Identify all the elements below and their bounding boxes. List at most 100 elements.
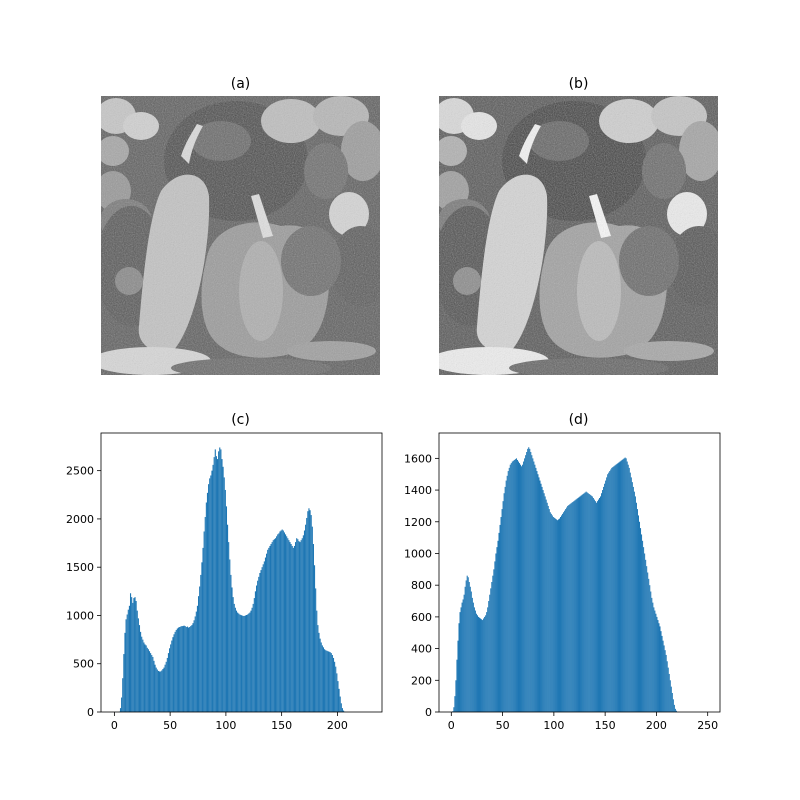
- histogram-bar: [292, 547, 294, 712]
- histogram-bar: [571, 502, 573, 712]
- histogram-bar: [485, 615, 487, 712]
- histogram-bar: [576, 498, 578, 712]
- histogram-bar: [126, 614, 128, 712]
- panel-a-image: [101, 96, 380, 375]
- histogram-bar: [664, 650, 666, 712]
- histogram-bar: [523, 461, 525, 712]
- histogram-bar: [341, 708, 343, 712]
- histogram-bar: [315, 588, 317, 712]
- y-tick-label: 0: [87, 706, 94, 719]
- histogram-bar: [615, 464, 617, 712]
- histogram-bar: [598, 497, 601, 712]
- histogram-bar: [500, 517, 502, 712]
- histogram-bar: [142, 639, 144, 712]
- histogram-bar: [227, 524, 229, 712]
- histogram-bar: [248, 613, 250, 712]
- histogram-bar: [293, 545, 296, 712]
- histogram-bar: [180, 626, 182, 712]
- histogram-bar: [493, 569, 495, 712]
- histogram-bar: [531, 455, 533, 712]
- y-tick-label: 1000: [404, 547, 432, 560]
- histogram-bar: [472, 602, 474, 712]
- histogram-bar: [509, 464, 511, 712]
- histogram-bar: [167, 653, 170, 712]
- histogram-bar: [172, 637, 174, 712]
- histogram-bar: [245, 614, 248, 712]
- histogram-bar: [193, 620, 195, 712]
- histogram-bar: [518, 463, 521, 712]
- histogram-bar: [144, 644, 146, 712]
- histogram-bar: [299, 542, 301, 712]
- histogram-bar: [213, 457, 215, 712]
- histogram-bar: [647, 572, 649, 712]
- histogram-bar: [556, 520, 558, 712]
- y-tick-label: 1400: [404, 484, 432, 497]
- histogram-bar: [475, 613, 477, 712]
- histogram-bar: [539, 480, 541, 712]
- histogram-bar: [505, 480, 507, 712]
- histogram-bar: [309, 510, 311, 712]
- histogram-bar: [646, 566, 648, 712]
- x-tick-label: 0: [448, 719, 455, 732]
- histogram-bar: [674, 708, 676, 712]
- x-tick-label: 100: [543, 719, 564, 732]
- histogram-bar: [155, 667, 157, 712]
- histogram-bar: [276, 536, 278, 712]
- histogram-bar: [224, 489, 226, 712]
- histogram-bar: [320, 642, 322, 712]
- histogram-bar: [335, 666, 337, 712]
- histogram-bar: [552, 517, 554, 712]
- histogram-bar: [628, 467, 630, 713]
- histogram-bar: [643, 547, 645, 712]
- histogram-bar: [270, 544, 272, 712]
- histogram-bar: [507, 471, 509, 712]
- histogram-bar: [298, 541, 300, 712]
- histogram-bar: [234, 607, 236, 712]
- histogram-bar: [533, 461, 535, 712]
- histogram-bar: [218, 451, 220, 712]
- histogram-bar: [302, 535, 304, 712]
- histogram-bar: [463, 594, 465, 712]
- histogram-bar: [536, 471, 538, 712]
- histogram-bar: [147, 649, 149, 712]
- x-tick-label: 150: [595, 719, 616, 732]
- histogram-bar: [524, 458, 526, 712]
- histogram-bar: [187, 627, 190, 712]
- histogram-bar: [567, 505, 569, 712]
- histogram-bar: [663, 645, 665, 712]
- histogram-bar: [152, 656, 154, 712]
- histogram-bar: [544, 496, 546, 712]
- histogram-bar: [199, 586, 201, 712]
- histogram-bar: [158, 671, 161, 712]
- histogram-bar: [266, 553, 268, 712]
- histogram-bar: [200, 574, 202, 712]
- histogram-bar: [182, 626, 184, 712]
- histogram-bar: [554, 518, 556, 712]
- histogram-d: (d) 0 50 100 150 200 250 0 200 400 600 800 1000 1200…: [404, 412, 721, 732]
- histogram-bar: [313, 565, 316, 712]
- histogram-bar: [476, 615, 478, 712]
- histogram-bar: [127, 609, 129, 712]
- histogram-bar: [573, 501, 575, 712]
- histogram-bar: [483, 618, 485, 712]
- histogram-bar: [506, 475, 508, 712]
- histogram-bar: [600, 496, 602, 712]
- histogram-bar: [616, 463, 618, 712]
- histogram-bar: [257, 580, 259, 712]
- histogram-bar: [163, 667, 165, 712]
- histogram-bar: [143, 642, 145, 712]
- histogram-bar: [277, 534, 279, 712]
- histogram-bar: [671, 692, 673, 712]
- histogram-bar: [635, 502, 637, 712]
- histogram-bar: [156, 669, 158, 712]
- histogram-bar: [654, 610, 656, 712]
- histogram-bar: [473, 607, 475, 713]
- x-tick-label: 50: [163, 719, 177, 732]
- histogram-bar: [223, 477, 225, 712]
- histogram-bar: [334, 661, 336, 712]
- histogram-bar: [253, 598, 255, 712]
- histogram-bar: [522, 464, 524, 712]
- histogram-bar: [319, 638, 321, 712]
- y-tick-label: 1600: [404, 452, 432, 465]
- histogram-bar: [225, 506, 228, 712]
